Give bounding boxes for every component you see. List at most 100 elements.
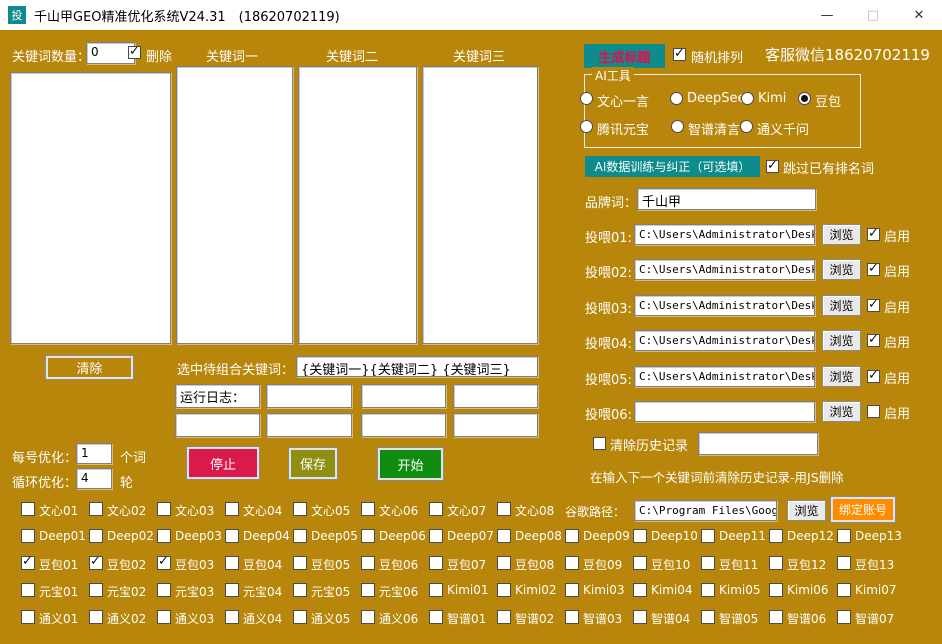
platform-checkbox[interactable] xyxy=(497,529,511,543)
platform-checkbox[interactable] xyxy=(769,556,783,570)
feed-browse-button[interactable]: 浏览 xyxy=(822,259,861,280)
platform-checkbox[interactable] xyxy=(293,529,307,543)
platform-checkbox[interactable] xyxy=(157,554,171,570)
stop-button[interactable]: 停止 xyxy=(187,447,259,479)
platform-checkbox[interactable] xyxy=(497,583,511,597)
platform-checkbox[interactable] xyxy=(225,502,239,516)
save-button[interactable]: 保存 xyxy=(289,448,337,479)
ai-train-button[interactable]: AI数据训练与纠正（可选填） xyxy=(585,156,760,177)
platform-checkbox[interactable] xyxy=(361,556,375,570)
platform-checkbox[interactable] xyxy=(429,610,443,624)
platform-checkbox[interactable] xyxy=(361,583,375,597)
feed-enable-checkbox[interactable] xyxy=(867,297,880,312)
generate-title-button[interactable]: 生成标题 xyxy=(584,44,665,68)
platform-checkbox[interactable] xyxy=(21,502,35,516)
platform-checkbox[interactable] xyxy=(633,556,647,570)
google-path-input[interactable]: C:\Program Files\Google\C xyxy=(634,500,777,521)
platform-checkbox[interactable] xyxy=(89,554,103,570)
feed-browse-button[interactable]: 浏览 xyxy=(822,366,861,387)
keyword1-listbox[interactable] xyxy=(176,66,293,344)
clear-button[interactable]: 清除 xyxy=(46,356,133,379)
ai-tool-radio[interactable] xyxy=(580,92,593,105)
platform-checkbox[interactable] xyxy=(157,583,171,597)
platform-checkbox[interactable] xyxy=(701,556,715,570)
combine-input[interactable]: {关键词一}{关键词二} {关键词三} xyxy=(296,356,538,377)
platform-checkbox[interactable] xyxy=(497,610,511,624)
feed-path-input[interactable]: C:\Users\Administrator\Deskto xyxy=(634,366,815,387)
platform-checkbox[interactable] xyxy=(21,583,35,597)
platform-checkbox[interactable] xyxy=(769,610,783,624)
platform-checkbox[interactable] xyxy=(89,502,103,516)
platform-checkbox[interactable] xyxy=(429,529,443,543)
feed-enable-checkbox[interactable] xyxy=(867,405,880,418)
platform-checkbox[interactable] xyxy=(225,610,239,624)
platform-checkbox[interactable] xyxy=(565,556,579,570)
platform-checkbox[interactable] xyxy=(361,610,375,624)
feed-enable-checkbox[interactable] xyxy=(867,261,880,276)
platform-checkbox[interactable] xyxy=(769,529,783,543)
feed-enable-checkbox[interactable] xyxy=(867,226,880,241)
platform-checkbox[interactable] xyxy=(633,529,647,543)
platform-checkbox[interactable] xyxy=(225,556,239,570)
platform-checkbox[interactable] xyxy=(837,610,851,624)
platform-checkbox[interactable] xyxy=(361,502,375,516)
platform-checkbox[interactable] xyxy=(293,583,307,597)
per-account-input[interactable]: 1 xyxy=(76,443,112,464)
platform-checkbox[interactable] xyxy=(565,529,579,543)
platform-checkbox[interactable] xyxy=(293,610,307,624)
ai-tool-radio[interactable] xyxy=(671,120,684,133)
delete-checkbox[interactable] xyxy=(128,44,141,59)
ai-tool-radio[interactable] xyxy=(798,92,811,105)
platform-checkbox[interactable] xyxy=(565,583,579,597)
platform-checkbox[interactable] xyxy=(89,529,103,543)
feed-path-input[interactable]: C:\Users\Administrator\Deskto xyxy=(634,295,815,316)
platform-checkbox[interactable] xyxy=(633,583,647,597)
platform-checkbox[interactable] xyxy=(837,529,851,543)
random-order-checkbox[interactable] xyxy=(673,46,686,61)
platform-checkbox[interactable] xyxy=(293,556,307,570)
platform-checkbox[interactable] xyxy=(701,529,715,543)
feed-browse-button[interactable]: 浏览 xyxy=(822,330,861,351)
feed-path-input[interactable] xyxy=(634,401,815,422)
ai-tool-radio[interactable] xyxy=(741,92,754,105)
keyword2-listbox[interactable] xyxy=(298,66,417,344)
feed-path-input[interactable]: C:\Users\Administrator\Deskto xyxy=(634,224,815,245)
skip-ranked-checkbox[interactable] xyxy=(766,158,779,173)
clear-history-checkbox[interactable] xyxy=(593,437,606,450)
platform-checkbox[interactable] xyxy=(837,583,851,597)
close-button[interactable]: ✕ xyxy=(913,7,925,23)
platform-checkbox[interactable] xyxy=(21,554,35,570)
platform-checkbox[interactable] xyxy=(701,610,715,624)
platform-checkbox[interactable] xyxy=(21,610,35,624)
feed-browse-button[interactable]: 浏览 xyxy=(822,295,861,316)
brand-input[interactable]: 千山甲 xyxy=(637,188,816,210)
platform-checkbox[interactable] xyxy=(497,502,511,516)
platform-checkbox[interactable] xyxy=(497,556,511,570)
feed-path-input[interactable]: C:\Users\Administrator\Deskto xyxy=(634,330,815,351)
bind-account-button[interactable]: 绑定账号 xyxy=(831,497,895,522)
platform-checkbox[interactable] xyxy=(21,529,35,543)
platform-checkbox[interactable] xyxy=(225,583,239,597)
loop-input[interactable]: 4 xyxy=(76,468,112,489)
feed-path-input[interactable]: C:\Users\Administrator\Deskto xyxy=(634,259,815,280)
platform-checkbox[interactable] xyxy=(293,502,307,516)
ai-tool-radio[interactable] xyxy=(670,92,683,105)
platform-checkbox[interactable] xyxy=(157,529,171,543)
keyword-source-listbox[interactable] xyxy=(10,72,171,344)
ai-tool-radio[interactable] xyxy=(740,120,753,133)
keyword3-listbox[interactable] xyxy=(422,66,538,344)
feed-browse-button[interactable]: 浏览 xyxy=(822,224,861,245)
feed-enable-checkbox[interactable] xyxy=(867,332,880,347)
platform-checkbox[interactable] xyxy=(565,610,579,624)
platform-checkbox[interactable] xyxy=(361,529,375,543)
feed-enable-checkbox[interactable] xyxy=(867,368,880,383)
platform-checkbox[interactable] xyxy=(429,502,443,516)
platform-checkbox[interactable] xyxy=(837,556,851,570)
platform-checkbox[interactable] xyxy=(633,610,647,624)
platform-checkbox[interactable] xyxy=(701,583,715,597)
platform-checkbox[interactable] xyxy=(157,502,171,516)
platform-checkbox[interactable] xyxy=(769,583,783,597)
google-browse-button[interactable]: 浏览 xyxy=(787,500,826,521)
platform-checkbox[interactable] xyxy=(157,610,171,624)
platform-checkbox[interactable] xyxy=(429,556,443,570)
